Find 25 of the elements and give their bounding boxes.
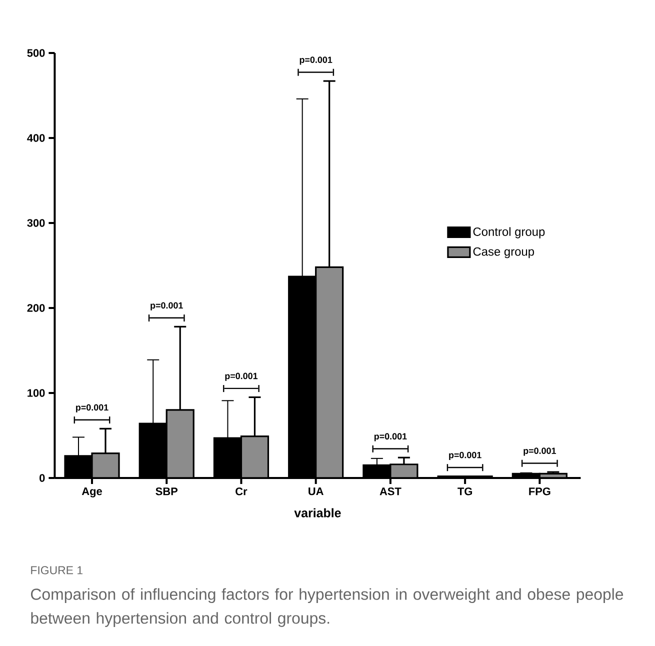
x-tick-label: Cr bbox=[236, 488, 248, 496]
annotation: p=0.001 bbox=[300, 56, 332, 65]
y-tick-label: 500 bbox=[27, 49, 45, 57]
y-tick-label: 400 bbox=[27, 134, 45, 142]
x-tick-label: AST bbox=[380, 488, 402, 496]
annotation: p=0.001 bbox=[150, 302, 183, 310]
annotation: p=0.001 bbox=[524, 448, 556, 456]
x-tick-label: Age bbox=[82, 488, 102, 498]
legend-label: Case group bbox=[473, 247, 534, 258]
x-tick-label: FPG bbox=[529, 488, 550, 496]
annotation: p=0.001 bbox=[374, 433, 407, 442]
y-tick-label: 300 bbox=[27, 219, 45, 227]
annotation: p=0.001 bbox=[76, 404, 108, 412]
legend-label: Control group bbox=[473, 227, 545, 238]
y-tick-label: 0 bbox=[40, 474, 45, 482]
x-tick-label: TG bbox=[458, 488, 472, 496]
x-tick-label: UA bbox=[308, 488, 324, 496]
x-axis-title: variable bbox=[294, 508, 341, 518]
annotation: p=0.001 bbox=[225, 372, 258, 381]
annotation: p=0.001 bbox=[449, 452, 482, 460]
text: Comparison of influencing factors for hypertension in overweight and obese people between hypertension and control groups. bbox=[31, 588, 624, 627]
caption: FIGURE 1 bbox=[31, 566, 82, 574]
x-tick-label: SBP bbox=[156, 488, 178, 496]
y-tick-label: 100 bbox=[28, 389, 45, 397]
y-tick-label: 200 bbox=[27, 304, 45, 312]
